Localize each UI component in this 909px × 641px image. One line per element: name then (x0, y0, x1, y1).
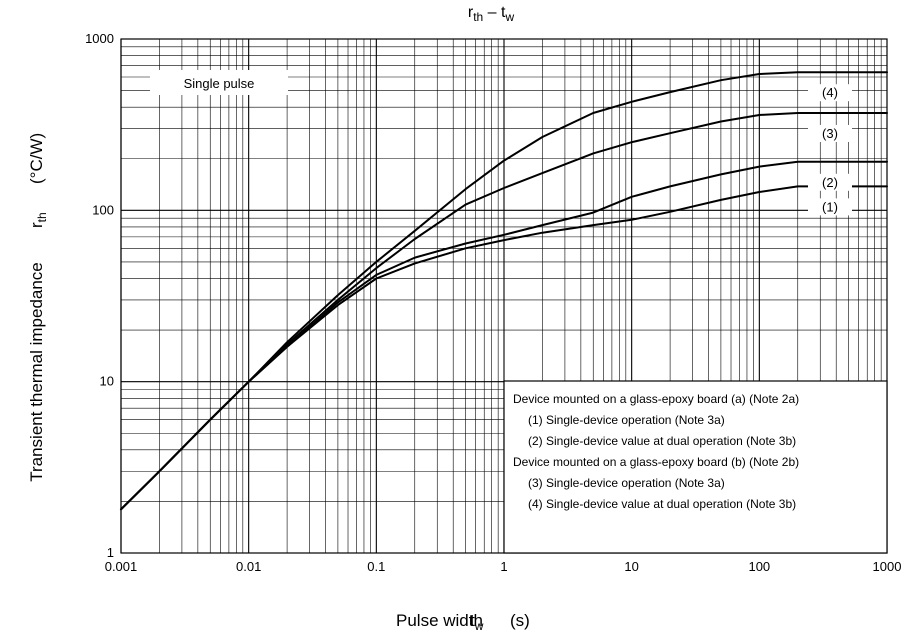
series-labels: (1) (2) (3) (4) (808, 84, 852, 216)
svg-text:Single pulse: Single pulse (184, 76, 255, 91)
x-axis-label: Pulse width tw (s) (396, 611, 530, 633)
y-tick-label: 10 (100, 374, 114, 389)
chart-title-sub2: w (504, 10, 514, 24)
note-line-3: (2) Single-device value at dual operatio… (528, 434, 796, 448)
series-line-4 (120, 71, 888, 511)
note-line-2: (1) Single-device operation (Note 3a) (528, 413, 725, 427)
single-pulse-label: Single pulse (150, 70, 288, 95)
x-tick-label: 0.01 (236, 559, 261, 574)
tick-labels: 0.001 0.01 0.1 1 10 100 1000 1 10 100 1000 (85, 31, 901, 574)
y-tick-label: 1 (107, 545, 114, 560)
x-tick-label: 0.001 (105, 559, 138, 574)
x-tick-label: 10 (624, 559, 638, 574)
series-label-4: (4) (822, 85, 838, 100)
series-label-3: (3) (822, 126, 838, 141)
series-label-bg (808, 173, 852, 191)
y-axis-symbol: rth (27, 212, 49, 228)
note-line-4: Device mounted on a glass-epoxy board (b… (513, 455, 799, 469)
svg-text:(°C/W): (°C/W) (27, 133, 46, 184)
svg-text:Pulse width: Pulse width (396, 611, 483, 630)
y-tick-label: 100 (92, 202, 114, 217)
svg-text:(s): (s) (510, 611, 530, 630)
y-tick-label: 1000 (85, 31, 114, 46)
chart-title: rth – tw (468, 4, 515, 24)
chart-title-dash: – t (483, 4, 506, 21)
x-tick-label: 0.1 (367, 559, 385, 574)
curves (120, 71, 888, 511)
x-tick-label: 1000 (873, 559, 902, 574)
notes-box: Device mounted on a glass-epoxy board (a… (503, 380, 888, 554)
series-label-bg (808, 198, 852, 216)
series-label-1: (1) (822, 199, 838, 214)
series-label-bg (808, 124, 852, 142)
note-line-5: (3) Single-device operation (Note 3a) (528, 476, 725, 490)
svg-text:Transient thermal impedance: Transient thermal impedance (27, 262, 46, 482)
x-tick-label: 1 (500, 559, 507, 574)
chart-title-sub: th (473, 10, 483, 24)
series-label-bg (808, 84, 852, 102)
series-label-2: (2) (822, 175, 838, 190)
note-line-6: (4) Single-device value at dual operatio… (528, 497, 796, 511)
x-tick-label: 100 (748, 559, 770, 574)
y-axis-label: Transient thermal impedance rth (°C/W) (27, 133, 49, 482)
x-axis-symbol: tw (470, 611, 484, 633)
note-line-1: Device mounted on a glass-epoxy board (a… (513, 392, 799, 406)
